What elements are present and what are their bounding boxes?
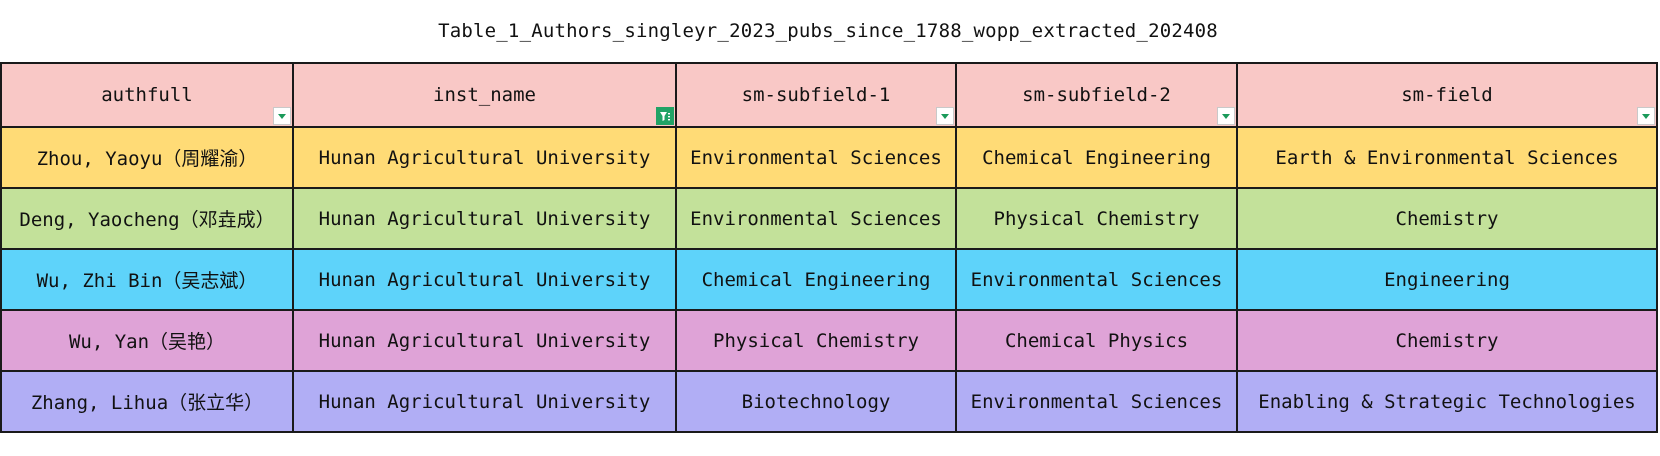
- column-header-authfull[interactable]: authfull: [0, 62, 294, 128]
- cell-inst-name[interactable]: Hunan Agricultural University: [292, 309, 677, 372]
- cell-sm-subfield-1[interactable]: Physical Chemistry: [675, 309, 957, 372]
- data-table: authfull inst_name sm-sub: [0, 62, 1658, 433]
- cell-authfull[interactable]: Deng, Yaocheng（邓垚成）: [0, 187, 294, 250]
- cell-inst-name[interactable]: Hunan Agricultural University: [292, 126, 677, 189]
- cell-inst-name[interactable]: Hunan Agricultural University: [292, 187, 677, 250]
- cell-sm-subfield-2[interactable]: Environmental Sciences: [955, 370, 1238, 433]
- cell-sm-subfield-2[interactable]: Chemical Physics: [955, 309, 1238, 372]
- cell-sm-field[interactable]: Chemistry: [1236, 309, 1658, 372]
- cell-sm-subfield-1[interactable]: Chemical Engineering: [675, 248, 957, 311]
- table-row: Wu, Zhi Bin（吴志斌） Hunan Agricultural Univ…: [0, 248, 1658, 311]
- cell-sm-subfield-2[interactable]: Chemical Engineering: [955, 126, 1238, 189]
- column-header-label: sm-subfield-1: [741, 84, 891, 106]
- cell-authfull[interactable]: Wu, Zhi Bin（吴志斌）: [0, 248, 294, 311]
- header-row: authfull inst_name sm-sub: [0, 62, 1658, 128]
- filter-dropdown-icon[interactable]: [1217, 107, 1235, 125]
- cell-sm-field[interactable]: Engineering: [1236, 248, 1658, 311]
- column-header-label: sm-field: [1401, 84, 1493, 106]
- column-header-label: inst_name: [433, 84, 536, 106]
- cell-sm-field[interactable]: Chemistry: [1236, 187, 1658, 250]
- table-row: Zhou, Yaoyu（周耀渝） Hunan Agricultural Univ…: [0, 126, 1658, 189]
- table-row: Zhang, Lihua（张立华） Hunan Agricultural Uni…: [0, 370, 1658, 433]
- column-header-sm-field[interactable]: sm-field: [1236, 62, 1658, 128]
- filter-applied-icon[interactable]: [656, 107, 674, 125]
- column-header-sm-subfield-1[interactable]: sm-subfield-1: [675, 62, 957, 128]
- cell-sm-subfield-1[interactable]: Biotechnology: [675, 370, 957, 433]
- table-row: Deng, Yaocheng（邓垚成） Hunan Agricultural U…: [0, 187, 1658, 250]
- sheet-title-text: Table_1_Authors_singleyr_2023_pubs_since…: [438, 20, 1218, 42]
- cell-authfull[interactable]: Zhang, Lihua（张立华）: [0, 370, 294, 433]
- cell-authfull[interactable]: Wu, Yan（吴艳）: [0, 309, 294, 372]
- filter-dropdown-icon[interactable]: [936, 107, 954, 125]
- filter-dropdown-icon[interactable]: [1637, 107, 1655, 125]
- cell-authfull[interactable]: Zhou, Yaoyu（周耀渝）: [0, 126, 294, 189]
- cell-sm-subfield-2[interactable]: Physical Chemistry: [955, 187, 1238, 250]
- cell-sm-field[interactable]: Enabling & Strategic Technologies: [1236, 370, 1658, 433]
- cell-sm-subfield-1[interactable]: Environmental Sciences: [675, 126, 957, 189]
- cell-sm-subfield-1[interactable]: Environmental Sciences: [675, 187, 957, 250]
- cell-sm-subfield-2[interactable]: Environmental Sciences: [955, 248, 1238, 311]
- filter-dropdown-icon[interactable]: [273, 107, 291, 125]
- cell-inst-name[interactable]: Hunan Agricultural University: [292, 370, 677, 433]
- cell-sm-field[interactable]: Earth & Environmental Sciences: [1236, 126, 1658, 189]
- column-header-sm-subfield-2[interactable]: sm-subfield-2: [955, 62, 1238, 128]
- column-header-inst-name[interactable]: inst_name: [292, 62, 677, 128]
- column-header-label: authfull: [101, 84, 193, 106]
- sheet-title[interactable]: Table_1_Authors_singleyr_2023_pubs_since…: [0, 0, 1656, 62]
- table-row: Wu, Yan（吴艳） Hunan Agricultural Universit…: [0, 309, 1658, 372]
- column-header-label: sm-subfield-2: [1022, 84, 1171, 106]
- cell-inst-name[interactable]: Hunan Agricultural University: [292, 248, 677, 311]
